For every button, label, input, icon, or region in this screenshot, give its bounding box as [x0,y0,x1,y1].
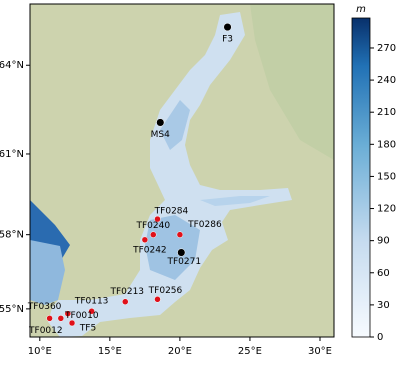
station-label: TF0240 [135,221,170,231]
x-tick-label: 15°E [98,346,122,357]
basemap [30,4,334,337]
station-marker [64,310,72,317]
station-marker [141,236,149,244]
colorbar-tick-label: 240 [377,75,396,86]
colorbar-tick-label: 210 [377,107,396,118]
x-tick-label: 25°E [238,346,262,357]
colorbar [351,17,371,338]
station-marker [154,215,161,223]
station-marker [154,296,161,303]
colorbar-tick-label: 270 [377,43,396,54]
station-label: TF0113 [74,297,109,307]
station-marker [122,298,129,305]
station-label: TF5 [79,324,96,334]
station-label: TF0012 [28,326,63,336]
y-tick-label: 61°N [0,149,24,160]
station-marker [177,248,186,257]
x-tick-label: 30°E [308,346,332,357]
station-marker [156,118,165,127]
station-label: TF0284 [154,207,189,217]
station-marker [150,231,157,238]
colorbar-tick-label: 120 [377,204,396,215]
station-label: MS4 [151,130,170,140]
station-label: TF0286 [187,220,222,230]
station-label: F3 [222,35,233,45]
station-label: TF0360 [27,302,62,312]
x-tick-label: 20°E [168,346,192,357]
colorbar-tick-label: 90 [377,236,390,247]
y-tick-label: 55°N [0,304,24,315]
y-tick-label: 64°N [0,60,24,71]
x-tick-label: 10°E [28,346,52,357]
station-marker [68,319,76,327]
map-frame [29,3,335,338]
station-label: TF0213 [109,287,144,297]
station-label: TF0242 [132,245,167,255]
y-tick-label: 58°N [0,230,24,241]
station-marker [57,315,65,322]
station-marker [176,231,184,238]
station-marker [88,307,95,315]
station-label: TF0010 [64,311,99,321]
colorbar-tick-label: 180 [377,139,396,150]
colorbar-tick-label: 60 [377,268,390,279]
colorbar-tick-label: 0 [377,332,383,343]
colorbar-label: m [356,4,366,15]
colorbar-tick-label: 30 [377,300,390,311]
colorbar-tick-label: 150 [377,171,396,182]
station-label: TF0256 [148,286,183,296]
station-marker [223,23,232,32]
station-marker [46,315,53,322]
station-label: TF0271 [167,257,202,267]
